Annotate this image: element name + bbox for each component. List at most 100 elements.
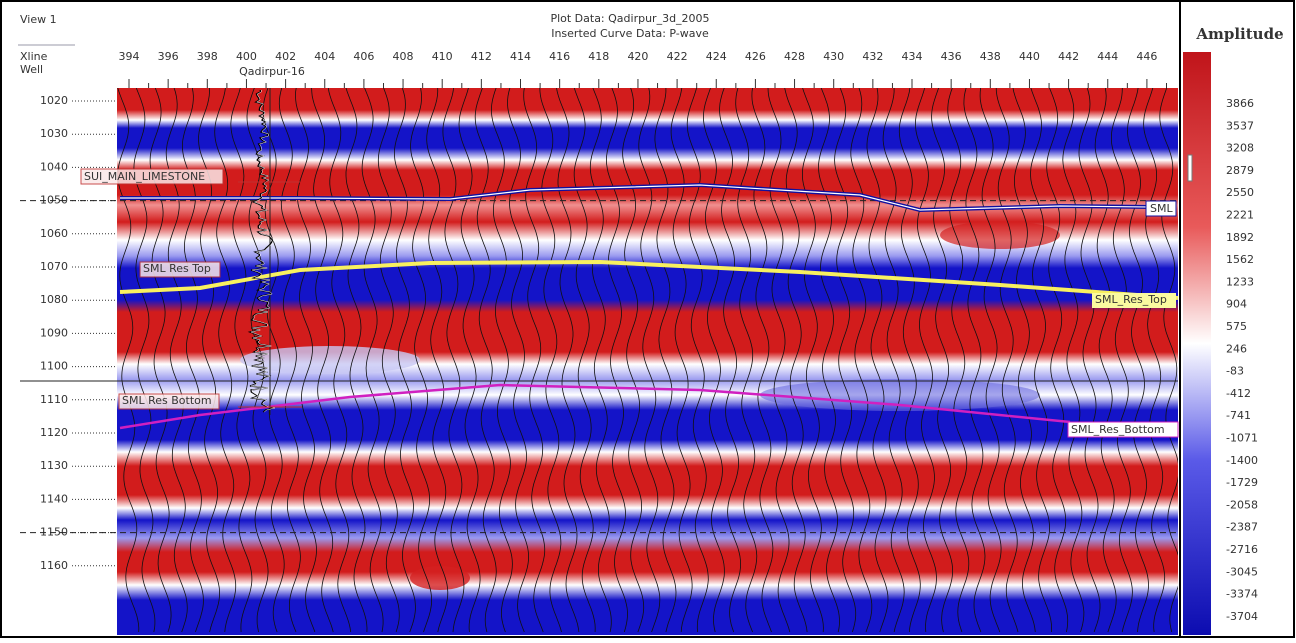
horizon-right-label: SML_Res_Top	[1095, 293, 1167, 306]
xline-label: 402	[275, 50, 296, 63]
horizon-left-label: SML Res Bottom	[122, 394, 212, 407]
horizon-left-label: SML Res Top	[143, 262, 211, 275]
time-label: 1070	[40, 260, 68, 273]
wiggle-trace	[638, 88, 661, 633]
wiggle-trace	[393, 88, 416, 633]
xline-label: 436	[941, 50, 962, 63]
xline-label: 428	[784, 50, 805, 63]
label-box	[80, 168, 224, 185]
wiggle-trace	[1078, 88, 1101, 633]
wiggle-trace	[262, 88, 285, 633]
wiggle-trace	[702, 88, 725, 633]
wiggle-trace	[1127, 88, 1149, 633]
xline-label: 432	[862, 50, 883, 63]
wiggle-trace	[539, 88, 562, 633]
colorbar-label: 246	[1226, 342, 1247, 355]
xline-label: 422	[667, 50, 688, 63]
time-label: 1020	[40, 94, 68, 107]
label-box	[118, 393, 220, 410]
xline-label: 424	[706, 50, 727, 63]
time-label: 1100	[40, 360, 68, 373]
well-label: Well	[20, 63, 43, 76]
time-label: 1080	[40, 293, 68, 306]
wiggle-trace	[947, 88, 970, 633]
wiggle-trace	[751, 88, 774, 633]
xline-label: 406	[353, 50, 374, 63]
wiggle-trace	[1143, 88, 1166, 633]
wiggle-trace	[311, 88, 334, 633]
wiggle-trace	[491, 88, 513, 633]
wiggle-trace	[230, 88, 253, 633]
colorbar-label: -3374	[1226, 588, 1258, 601]
wiggle-trace	[327, 88, 352, 633]
time-label: 1090	[40, 326, 68, 339]
colorbar-label: 3537	[1226, 119, 1254, 132]
colorbar-label: -1729	[1226, 476, 1258, 489]
wiggle-trace	[214, 88, 237, 633]
wiggle-trace	[474, 88, 497, 633]
xline-label: 438	[980, 50, 1001, 63]
wiggle-trace	[573, 88, 596, 633]
time-label: 1120	[40, 426, 68, 439]
horizon-res-top	[119, 259, 1179, 300]
wiggle-trace	[719, 88, 742, 633]
colorbar-label: 1233	[1226, 275, 1254, 288]
xline-label: 444	[1097, 50, 1118, 63]
xline-label: 410	[432, 50, 453, 63]
wiggle-trace	[426, 88, 449, 633]
colorbar-label: 3866	[1226, 97, 1254, 110]
scroll-thumb[interactable]	[1187, 154, 1193, 182]
wiggle-trace	[850, 88, 873, 633]
wiggle-trace	[931, 88, 953, 633]
time-label: 1110	[40, 393, 68, 406]
wiggle-trace	[735, 88, 758, 633]
xline-label: 442	[1058, 50, 1079, 63]
wiggle-trace	[866, 88, 889, 633]
wiggle-trace	[979, 88, 1002, 633]
wiggle-trace	[834, 88, 857, 633]
xline-label: Xline	[20, 50, 48, 63]
wiggle-trace	[606, 88, 628, 633]
colorbar-label: -3045	[1226, 565, 1258, 578]
wiggle-trace	[1030, 88, 1053, 633]
wiggle-trace	[458, 88, 481, 633]
colorbar-label: 1562	[1226, 253, 1254, 266]
time-label: 1040	[40, 160, 68, 173]
wiggle-trace	[1111, 88, 1133, 633]
amplitude-patch	[410, 566, 470, 590]
xline-label: 446	[1136, 50, 1157, 63]
colorbar-label: 2879	[1226, 164, 1254, 177]
xline-label: 426	[745, 50, 766, 63]
well-name: Qadirpur-16	[239, 65, 305, 78]
curve-data: Inserted Curve Data: P-wave	[551, 27, 709, 40]
wiggle-trace	[1046, 88, 1069, 633]
view-title: View 1	[20, 13, 57, 26]
wiggle-trace	[589, 88, 612, 633]
wiggle-trace	[345, 88, 368, 633]
wiggle-trace	[818, 88, 840, 633]
wiggle-trace	[914, 88, 937, 633]
xline-label: 434	[902, 50, 923, 63]
colorbar-label: 904	[1226, 298, 1247, 311]
xline-label: 420	[627, 50, 648, 63]
colorbar-label: 2550	[1226, 186, 1254, 199]
horizon-res-bottom	[119, 383, 1071, 430]
wiggle-trace	[995, 88, 1019, 633]
colorbar-label: -412	[1226, 387, 1251, 400]
seismic-section	[117, 88, 1178, 635]
time-label: 1030	[40, 127, 68, 140]
xline-label: 414	[510, 50, 531, 63]
wiggle-trace	[507, 88, 530, 633]
wiggle-trace	[1094, 88, 1117, 633]
time-label: 1060	[40, 227, 68, 240]
colorbar-label: -2716	[1226, 543, 1258, 556]
wiggle-trace	[1159, 88, 1178, 633]
xline-label: 394	[119, 50, 140, 63]
wiggle-trace	[802, 88, 824, 633]
wiggle-trace	[963, 88, 986, 633]
colorbar-label: 3208	[1226, 142, 1254, 155]
time-label: 1160	[40, 559, 68, 572]
wiggle-trace	[556, 88, 580, 633]
wiggle-trace	[784, 88, 808, 633]
horizon-right-label: SML_Res_Bottom	[1071, 423, 1165, 436]
